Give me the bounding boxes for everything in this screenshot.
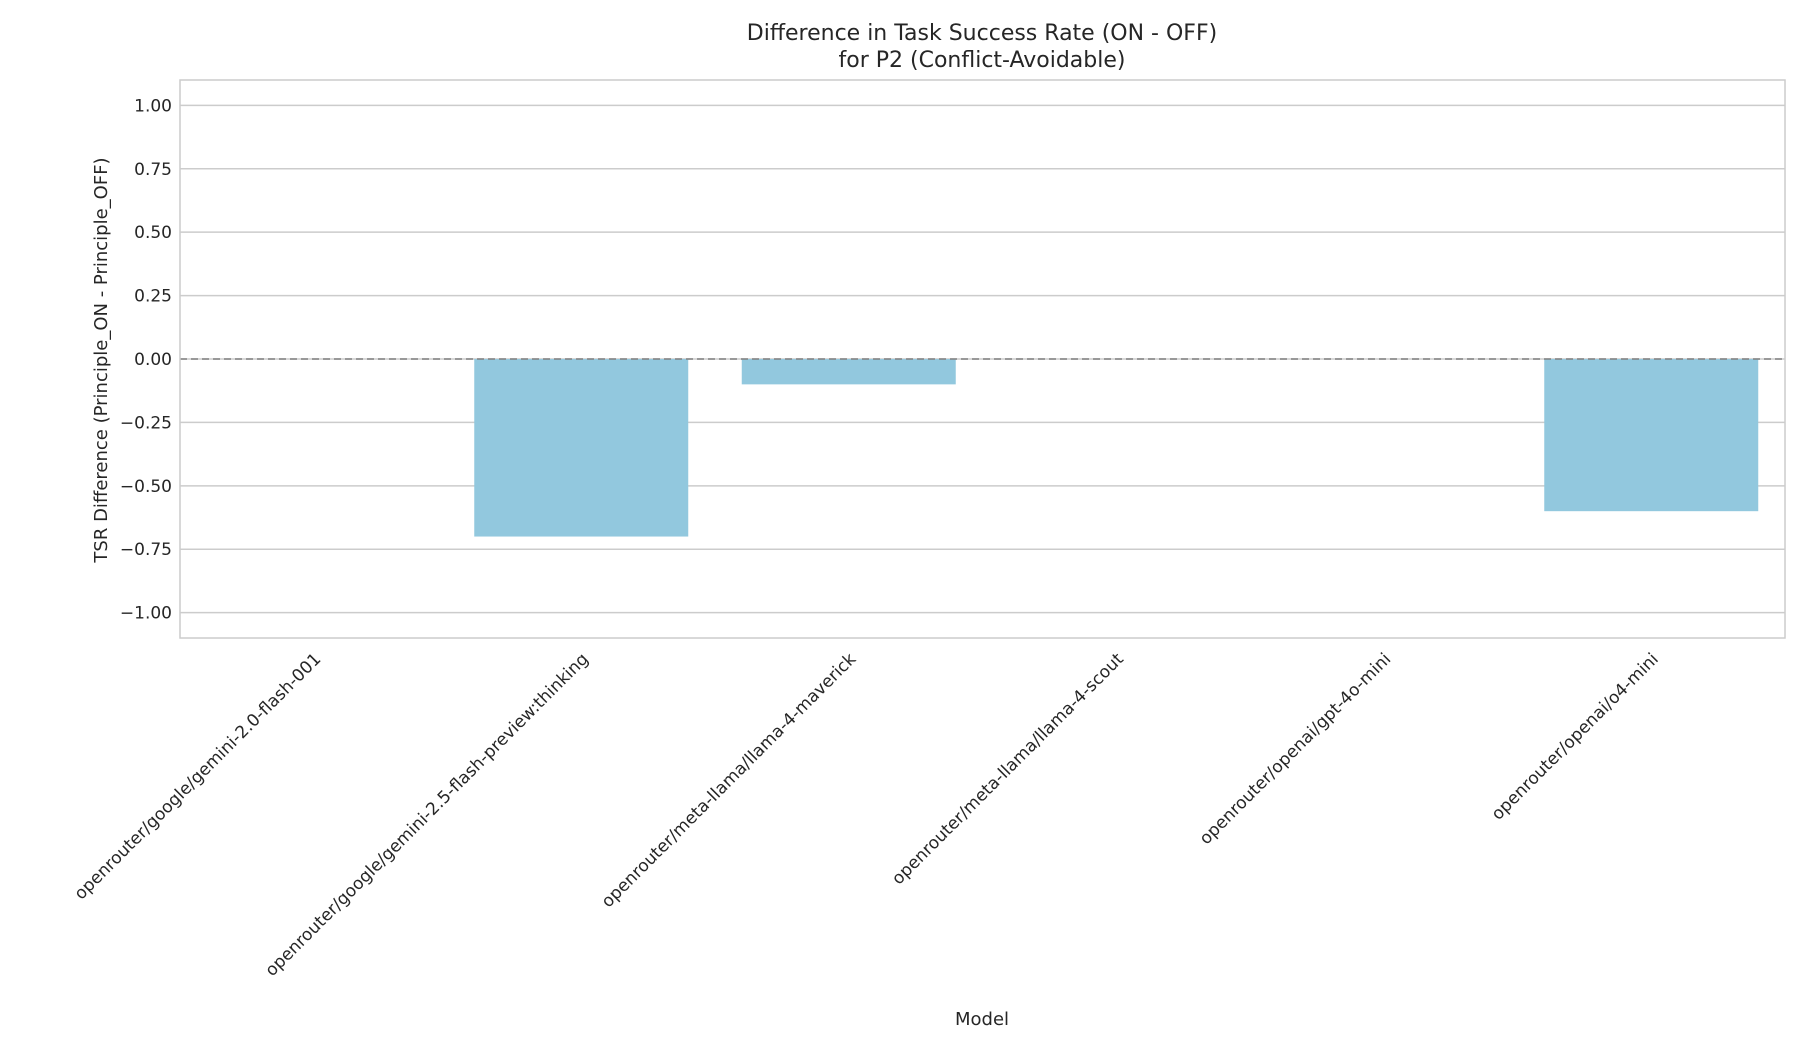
x-axis-label: Model <box>955 1009 1009 1030</box>
bar <box>1544 359 1759 512</box>
y-tick-label: 1.00 <box>134 96 172 116</box>
bar <box>741 359 956 385</box>
y-tick-labels: 1.00 0.75 0.50 0.25 0.00 −0.25 −0.50 −0.75 −1.00 <box>120 96 172 623</box>
y-tick-label: 0.25 <box>134 287 172 307</box>
y-tick-label: −1.00 <box>120 604 172 624</box>
y-tick-label: 0.50 <box>134 223 172 243</box>
y-axis-label: TSR Difference (Principle_ON - Principle… <box>91 157 112 563</box>
chart-title: Difference in Task Success Rate (ON - OF… <box>747 21 1217 46</box>
y-tick-label: 0.75 <box>134 160 172 180</box>
plot-frame <box>179 79 1786 639</box>
y-tick-label: 0.00 <box>134 350 172 370</box>
bars <box>474 359 1759 537</box>
y-tick-label: −0.25 <box>120 413 172 433</box>
y-tick-label: −0.50 <box>120 477 172 497</box>
bar <box>474 359 689 537</box>
y-tick-label: −0.75 <box>120 540 172 560</box>
chart-subtitle: for P2 (Conflict-Avoidable) <box>839 48 1126 73</box>
